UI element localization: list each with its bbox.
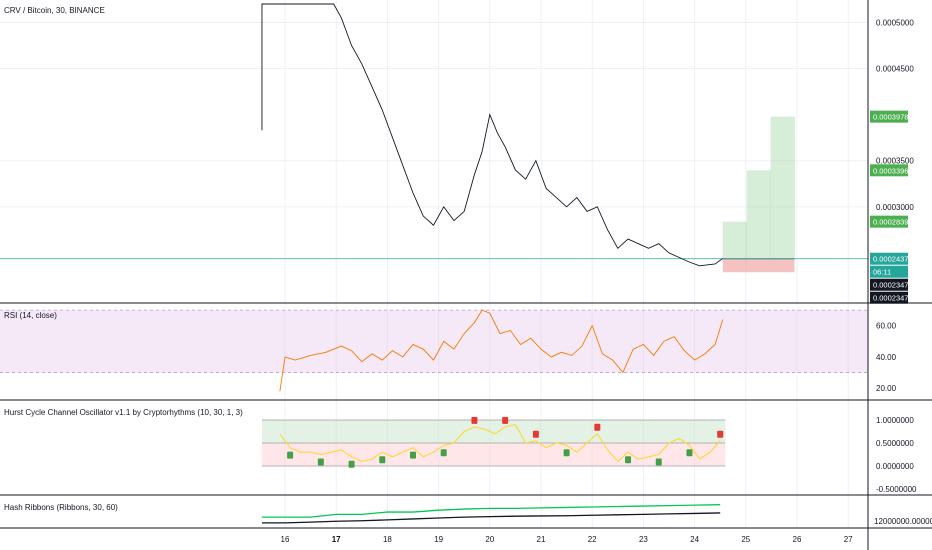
- profit-zone[interactable]: [770, 116, 795, 259]
- hurst-signal-markers: [287, 416, 724, 468]
- price-tag-bg: [870, 252, 908, 265]
- sell-signal-marker: [471, 416, 478, 424]
- price-pane[interactable]: CRV / Bitcoin, 30, BINANCE 0.00050000.00…: [0, 3, 914, 304]
- time-axis[interactable]: 16 17 18 19 20 21 22 23 24 25 26 27: [281, 535, 854, 544]
- price-tag-bg: [870, 265, 908, 278]
- price-tag-label: 0.0002437: [873, 255, 908, 264]
- hurst-upper-zone: [261, 420, 726, 443]
- buy-signal-marker: [655, 458, 662, 466]
- rsi-title[interactable]: RSI (14, close): [4, 311, 57, 320]
- buy-signal-marker: [440, 449, 447, 457]
- time-axis-label: 27: [844, 535, 853, 544]
- price-axis-label: 0.0005000: [876, 18, 914, 27]
- price-tag-label: 0.0002347: [873, 294, 908, 303]
- time-axis-label: 22: [588, 535, 597, 544]
- rsi-series[interactable]: [279, 309, 724, 392]
- price-tag-bg: [870, 110, 908, 123]
- time-axis-label: 16: [281, 535, 290, 544]
- price-axis-label: 0.0003500: [876, 157, 914, 166]
- price-tags: 0.0003978 0.0003396 0.0002839 0.0002437 06:1…: [870, 110, 908, 304]
- sell-signal-marker: [717, 430, 724, 438]
- hurst-axis-label: 1.0000000: [876, 416, 914, 425]
- time-axis-label: 21: [537, 535, 546, 544]
- hurst-lower-zone: [261, 443, 726, 466]
- hash-ribbon-line[interactable]: [261, 504, 721, 518]
- rsi-band: [0, 310, 868, 373]
- buy-signal-marker: [410, 451, 416, 459]
- rsi-axis-label: 20.00: [876, 384, 897, 393]
- hash-title[interactable]: Hash Ribbons (Ribbons, 30, 60): [4, 503, 118, 512]
- loss-zone[interactable]: [722, 258, 795, 273]
- time-axis-label: 17: [332, 535, 341, 544]
- price-tag-bg: [870, 215, 908, 228]
- rsi-axis-label: 60.00: [876, 322, 897, 331]
- time-axis-label: 19: [434, 535, 443, 544]
- hash-axis[interactable]: 12000000.0000000: [874, 517, 932, 526]
- price-tag-label: 0.0003978: [873, 113, 908, 122]
- hurst-title[interactable]: Hurst Cycle Channel Oscillator v1.1 by C…: [4, 408, 243, 417]
- buy-signal-marker: [317, 458, 324, 466]
- price-tag-bg: [870, 164, 908, 177]
- sell-signal-marker: [532, 430, 539, 438]
- price-tag-label: 0.0002839: [873, 218, 908, 227]
- price-tag: 0.0002839: [870, 215, 908, 228]
- symbol-title[interactable]: CRV / Bitcoin, 30, BINANCE: [4, 6, 105, 15]
- hash-ribbon-line[interactable]: [261, 512, 721, 524]
- hurst-series[interactable]: [279, 423, 721, 463]
- price-tag-label: 06:11: [873, 268, 891, 277]
- price-series[interactable]: [261, 3, 724, 267]
- time-axis-label: 25: [741, 535, 750, 544]
- time-axis-label: 24: [690, 535, 699, 544]
- price-tag: 0.0002437: [870, 252, 908, 265]
- price-tag-bg: [870, 278, 908, 291]
- hurst-axis[interactable]: 1.0000000 0.5000000 0.0000000 -0.5000000: [876, 416, 917, 494]
- price-tag-label: 0.0003396: [873, 166, 908, 175]
- buy-signal-marker: [625, 456, 632, 464]
- price-axis-label: 0.0003000: [876, 203, 914, 212]
- buy-signal-marker: [287, 451, 294, 459]
- time-axis-label: 20: [485, 535, 494, 544]
- hash-axis-label: 12000000.0000000: [874, 517, 932, 526]
- time-axis-label: 23: [639, 535, 648, 544]
- price-axis[interactable]: 0.0005000 0.0004500 0.0003500 0.0003000: [876, 18, 914, 211]
- long-position-tool[interactable]: [722, 116, 795, 273]
- time-axis-label: 26: [793, 535, 802, 544]
- hurst-levels: [261, 419, 726, 467]
- hurst-pane[interactable]: Hurst Cycle Channel Oscillator v1.1 by C…: [4, 408, 917, 494]
- hash-pane[interactable]: Hash Ribbons (Ribbons, 30, 60) 12000000.…: [4, 503, 932, 526]
- buy-signal-marker: [379, 456, 386, 464]
- price-gridlines: [0, 21, 868, 208]
- rsi-axis-label: 40.00: [876, 353, 897, 362]
- price-tag-label: 0.0002347: [873, 281, 908, 290]
- price-tag: 0.0003978: [870, 110, 908, 123]
- price-tag-bg: [870, 291, 908, 304]
- buy-signal-marker: [563, 449, 570, 457]
- hurst-axis-label: 0.0000000: [876, 462, 914, 471]
- sell-signal-marker: [594, 423, 601, 431]
- buy-signal-marker: [686, 449, 693, 457]
- rsi-pane[interactable]: RSI (14, close) 60.00 40.00 20.00: [0, 309, 897, 393]
- hash-ribbon-series: [261, 504, 721, 524]
- sell-signal-marker: [502, 416, 509, 424]
- hurst-axis-label: -0.5000000: [876, 485, 917, 494]
- rsi-axis[interactable]: 60.00 40.00 20.00: [876, 322, 897, 393]
- profit-zone[interactable]: [722, 221, 748, 259]
- price-tag: 06:11: [870, 265, 908, 278]
- price-tag: 0.0002347: [870, 278, 908, 291]
- price-tag: 0.0003396: [870, 164, 908, 177]
- time-axis-label: 18: [383, 535, 392, 544]
- buy-signal-marker: [348, 460, 355, 468]
- profit-zone[interactable]: [746, 170, 772, 259]
- hurst-axis-label: 0.5000000: [876, 439, 914, 448]
- price-tag: 0.0002347: [870, 291, 908, 304]
- price-axis-label: 0.0004500: [876, 65, 914, 74]
